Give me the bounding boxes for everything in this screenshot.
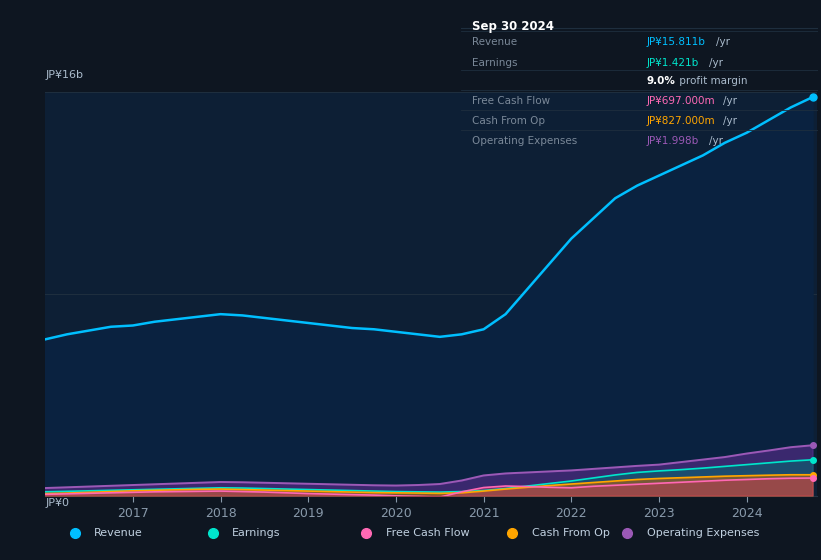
Text: Revenue: Revenue — [94, 528, 143, 538]
Text: Operating Expenses: Operating Expenses — [472, 136, 577, 146]
Text: JP¥697.000m: JP¥697.000m — [647, 96, 715, 106]
Text: JP¥1.998b: JP¥1.998b — [647, 136, 699, 146]
Text: JP¥827.000m: JP¥827.000m — [647, 116, 715, 126]
Text: JP¥16b: JP¥16b — [46, 71, 84, 80]
Text: Free Cash Flow: Free Cash Flow — [386, 528, 470, 538]
Text: /yr: /yr — [709, 136, 723, 146]
Text: 9.0%: 9.0% — [647, 76, 676, 86]
Text: Cash From Op: Cash From Op — [472, 116, 545, 126]
Text: Earnings: Earnings — [472, 58, 517, 68]
Text: Earnings: Earnings — [232, 528, 281, 538]
Text: Cash From Op: Cash From Op — [531, 528, 609, 538]
Text: JP¥0: JP¥0 — [46, 498, 70, 507]
Text: /yr: /yr — [709, 58, 723, 68]
Text: Free Cash Flow: Free Cash Flow — [472, 96, 550, 106]
Text: Sep 30 2024: Sep 30 2024 — [472, 20, 554, 33]
Text: Revenue: Revenue — [472, 36, 517, 46]
Text: /yr: /yr — [716, 36, 730, 46]
Text: JP¥15.811b: JP¥15.811b — [647, 36, 705, 46]
Text: JP¥1.421b: JP¥1.421b — [647, 58, 699, 68]
Text: /yr: /yr — [723, 96, 737, 106]
Text: profit margin: profit margin — [676, 76, 747, 86]
Text: Operating Expenses: Operating Expenses — [647, 528, 759, 538]
Text: /yr: /yr — [723, 116, 737, 126]
